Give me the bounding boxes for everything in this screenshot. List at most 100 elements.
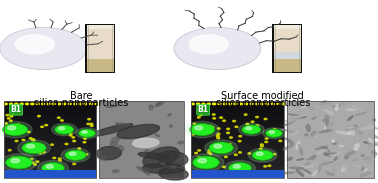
Circle shape	[42, 103, 45, 105]
Circle shape	[246, 127, 252, 130]
Ellipse shape	[323, 129, 329, 132]
Ellipse shape	[336, 152, 341, 153]
Ellipse shape	[143, 169, 150, 175]
Text: B1: B1	[198, 105, 209, 114]
Circle shape	[43, 152, 45, 153]
Ellipse shape	[327, 136, 338, 137]
Ellipse shape	[315, 125, 323, 129]
Circle shape	[185, 121, 219, 138]
Ellipse shape	[90, 124, 133, 136]
Circle shape	[53, 157, 56, 158]
Ellipse shape	[161, 163, 165, 165]
Circle shape	[255, 103, 258, 105]
Ellipse shape	[336, 104, 338, 111]
Circle shape	[1, 154, 37, 171]
Ellipse shape	[355, 143, 359, 151]
Ellipse shape	[369, 125, 378, 129]
Circle shape	[8, 150, 11, 151]
Ellipse shape	[359, 134, 361, 137]
Circle shape	[15, 103, 18, 105]
Circle shape	[51, 123, 77, 136]
Circle shape	[27, 131, 30, 132]
Circle shape	[29, 138, 32, 139]
Circle shape	[217, 136, 219, 137]
Circle shape	[9, 103, 12, 105]
Ellipse shape	[116, 123, 120, 126]
Circle shape	[227, 128, 229, 130]
Circle shape	[208, 152, 210, 153]
Ellipse shape	[355, 125, 358, 127]
Ellipse shape	[297, 159, 304, 160]
Circle shape	[85, 154, 88, 155]
Circle shape	[216, 135, 219, 136]
Circle shape	[250, 103, 253, 105]
Ellipse shape	[106, 105, 118, 107]
Ellipse shape	[112, 170, 119, 173]
Circle shape	[22, 139, 25, 141]
Circle shape	[265, 138, 268, 139]
Circle shape	[229, 137, 232, 138]
Ellipse shape	[349, 128, 355, 135]
Ellipse shape	[324, 148, 330, 154]
Circle shape	[263, 128, 285, 139]
Circle shape	[32, 140, 35, 141]
Circle shape	[34, 164, 36, 165]
Ellipse shape	[323, 119, 328, 122]
Circle shape	[32, 150, 35, 151]
Circle shape	[87, 123, 90, 125]
Circle shape	[84, 138, 86, 139]
Circle shape	[46, 165, 53, 168]
Circle shape	[223, 103, 226, 105]
Circle shape	[22, 142, 46, 154]
Circle shape	[198, 117, 200, 118]
Bar	[287, 101, 374, 178]
Circle shape	[234, 154, 237, 155]
Ellipse shape	[348, 116, 353, 121]
Circle shape	[36, 161, 39, 162]
Circle shape	[15, 128, 18, 130]
Circle shape	[57, 165, 60, 166]
Bar	[4, 101, 96, 178]
Ellipse shape	[319, 130, 333, 133]
Ellipse shape	[289, 117, 301, 122]
Ellipse shape	[287, 119, 296, 121]
Ellipse shape	[341, 102, 345, 104]
Circle shape	[7, 133, 10, 134]
Ellipse shape	[300, 163, 310, 168]
Circle shape	[68, 103, 71, 105]
Circle shape	[25, 163, 27, 165]
Ellipse shape	[291, 131, 298, 136]
Circle shape	[20, 157, 23, 159]
Circle shape	[256, 125, 259, 126]
Ellipse shape	[155, 134, 160, 136]
Circle shape	[3, 124, 28, 136]
Circle shape	[207, 103, 210, 105]
Circle shape	[226, 149, 228, 150]
Ellipse shape	[324, 153, 331, 156]
Circle shape	[239, 123, 264, 136]
Circle shape	[266, 133, 269, 134]
Ellipse shape	[369, 102, 373, 105]
Circle shape	[213, 118, 215, 119]
Circle shape	[17, 124, 20, 125]
Ellipse shape	[373, 150, 375, 151]
FancyBboxPatch shape	[272, 24, 302, 73]
Ellipse shape	[155, 102, 164, 107]
Ellipse shape	[322, 101, 326, 103]
Ellipse shape	[363, 169, 367, 172]
Circle shape	[276, 134, 279, 135]
Circle shape	[195, 126, 203, 130]
Ellipse shape	[326, 172, 334, 175]
Circle shape	[273, 129, 276, 130]
Ellipse shape	[304, 104, 319, 106]
Circle shape	[193, 156, 219, 169]
Circle shape	[193, 123, 196, 125]
Circle shape	[246, 123, 249, 125]
Circle shape	[27, 144, 34, 148]
Circle shape	[212, 114, 215, 115]
Circle shape	[10, 116, 13, 117]
Circle shape	[81, 133, 84, 135]
Circle shape	[239, 152, 241, 153]
Circle shape	[248, 148, 277, 162]
Ellipse shape	[178, 141, 184, 144]
